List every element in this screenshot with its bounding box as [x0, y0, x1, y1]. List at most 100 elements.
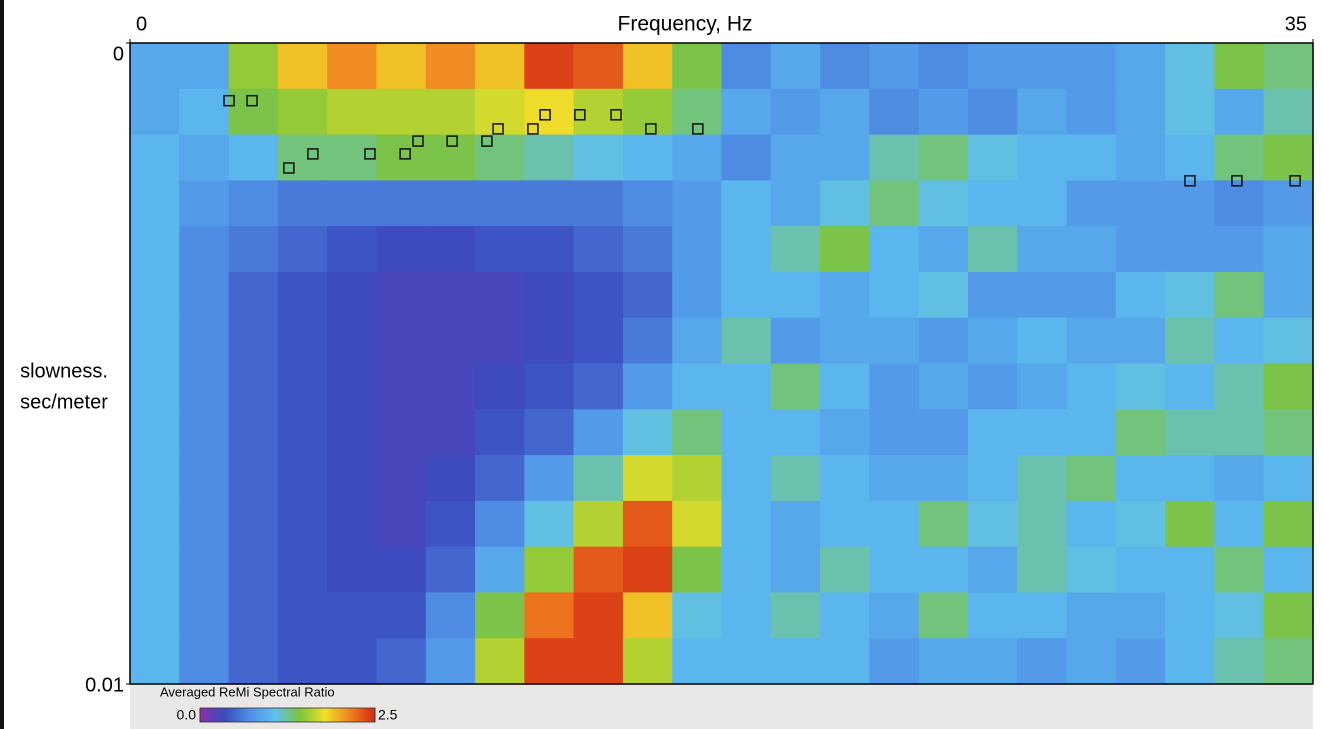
- heatmap-cell: [327, 455, 377, 501]
- heatmap-cell: [869, 43, 919, 89]
- heatmap-cell: [820, 318, 870, 364]
- heatmap-cell: [475, 43, 525, 89]
- heatmap-cell: [426, 501, 476, 547]
- heatmap-cell: [376, 272, 426, 318]
- heatmap-cell: [623, 180, 673, 226]
- heatmap-cell: [722, 226, 772, 272]
- heatmap-cell: [623, 455, 673, 501]
- heatmap-cell: [1017, 89, 1067, 135]
- heatmap-cell: [919, 226, 969, 272]
- heatmap-cell: [869, 318, 919, 364]
- heatmap-cell: [820, 638, 870, 684]
- heatmap-cell: [327, 501, 377, 547]
- heatmap-cell: [475, 226, 525, 272]
- heatmap-cell: [1165, 318, 1215, 364]
- x-axis-title: Frequency, Hz: [618, 13, 753, 36]
- heatmap-cell: [278, 43, 328, 89]
- heatmap-cell: [1116, 547, 1166, 593]
- heatmap-cell: [722, 272, 772, 318]
- heatmap-cell: [1214, 638, 1264, 684]
- heatmap-cell: [919, 547, 969, 593]
- heatmap-cell: [376, 638, 426, 684]
- heatmap-cell: [574, 409, 624, 455]
- heatmap-cell: [524, 226, 574, 272]
- heatmap-cell: [1067, 638, 1117, 684]
- heatmap-cell: [376, 180, 426, 226]
- heatmap-cell: [1264, 455, 1314, 501]
- heatmap-cell: [1264, 180, 1314, 226]
- heatmap-cell: [1067, 180, 1117, 226]
- heatmap-cell: [869, 455, 919, 501]
- heatmap-cell: [524, 455, 574, 501]
- heatmap-cell: [229, 409, 279, 455]
- heatmap-cell: [771, 547, 821, 593]
- heatmap-cell: [1214, 180, 1264, 226]
- heatmap-cell: [130, 135, 180, 181]
- heatmap-cell: [278, 89, 328, 135]
- heatmap-cell: [1116, 89, 1166, 135]
- heatmap-cell: [475, 455, 525, 501]
- heatmap-cell: [376, 409, 426, 455]
- heatmap-cell: [1017, 455, 1067, 501]
- heatmap-cell: [1116, 455, 1166, 501]
- heatmap-cell: [820, 409, 870, 455]
- heatmap-cell: [1264, 547, 1314, 593]
- heatmap-cell: [919, 409, 969, 455]
- heatmap-cell: [919, 501, 969, 547]
- heatmap-cell: [1067, 43, 1117, 89]
- heatmap-cell: [869, 592, 919, 638]
- heatmap-cell: [229, 501, 279, 547]
- heatmap-cell: [820, 272, 870, 318]
- heatmap-cell: [672, 638, 722, 684]
- y-axis-label: slowness.: [20, 360, 108, 382]
- heatmap-cell: [919, 638, 969, 684]
- heatmap-cell: [820, 547, 870, 593]
- heatmap-cell: [722, 547, 772, 593]
- y-tick-label: 0.01: [85, 674, 124, 696]
- heatmap-cell: [426, 226, 476, 272]
- heatmap-cell: [229, 592, 279, 638]
- heatmap-cell: [919, 89, 969, 135]
- heatmap-cell: [179, 364, 229, 410]
- heatmap-cell: [524, 180, 574, 226]
- heatmap-cell: [1264, 272, 1314, 318]
- heatmap-cell: [574, 89, 624, 135]
- heatmap-cell: [672, 180, 722, 226]
- heatmap-cell: [130, 318, 180, 364]
- heatmap-cell: [524, 638, 574, 684]
- heatmap-cell: [672, 547, 722, 593]
- heatmap-cell: [1017, 409, 1067, 455]
- heatmap-cell: [130, 592, 180, 638]
- heatmap-cell: [475, 272, 525, 318]
- heatmap-cell: [919, 455, 969, 501]
- heatmap-cell: [574, 272, 624, 318]
- heatmap-cell: [1017, 364, 1067, 410]
- heatmap-cell: [1214, 89, 1264, 135]
- heatmap-cell: [278, 409, 328, 455]
- heatmap-cell: [130, 364, 180, 410]
- heatmap-cell: [722, 43, 772, 89]
- heatmap-cell: [1017, 638, 1067, 684]
- heatmap-cell: [771, 455, 821, 501]
- heatmap-cell: [524, 43, 574, 89]
- heatmap-cell: [820, 455, 870, 501]
- x-tick-label: 35: [1285, 13, 1307, 35]
- heatmap-cell: [1116, 501, 1166, 547]
- heatmap-cell: [919, 180, 969, 226]
- heatmap-cell: [327, 409, 377, 455]
- heatmap-cell: [722, 180, 772, 226]
- heatmap-cell: [1214, 226, 1264, 272]
- heatmap-cell: [475, 409, 525, 455]
- heatmap-cell: [130, 547, 180, 593]
- heatmap-cell: [327, 43, 377, 89]
- heatmap-cell: [869, 638, 919, 684]
- heatmap-cell: [623, 547, 673, 593]
- heatmap-cell: [1017, 180, 1067, 226]
- heatmap-cell: [919, 592, 969, 638]
- heatmap-cell: [475, 180, 525, 226]
- heatmap-cell: [1264, 226, 1314, 272]
- heatmap-cell: [574, 638, 624, 684]
- heatmap-cell: [1017, 501, 1067, 547]
- heatmap-cell: [1165, 409, 1215, 455]
- heatmap-cell: [820, 226, 870, 272]
